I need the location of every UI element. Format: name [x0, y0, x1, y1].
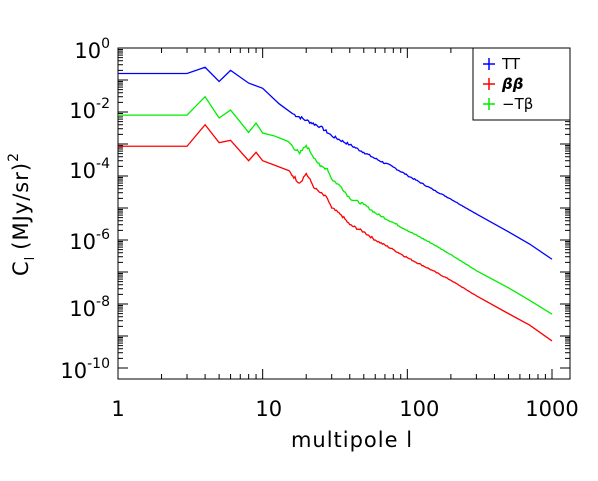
series-line — [118, 95, 553, 315]
x-axis-label: multipole l — [291, 428, 413, 452]
legend-item: TT — [483, 55, 521, 73]
plot-frame — [117, 47, 571, 380]
y-tick-label: 10-4 — [69, 156, 110, 183]
series-line — [118, 66, 553, 260]
legend-marker — [483, 58, 495, 70]
legend-label: ββ — [501, 75, 523, 93]
series-line — [118, 123, 553, 342]
y-tick-label: 10-2 — [69, 96, 110, 123]
axis-ticks — [117, 47, 570, 379]
x-tick-label: 1000 — [525, 397, 578, 421]
x-tick-label: 1 — [111, 397, 124, 421]
y-tick-label: 10-10 — [60, 356, 110, 383]
legend-label: TT — [501, 55, 521, 73]
y-tick-labels: 100 10-2 10-4 10-6 10-8 10-10 — [60, 36, 110, 383]
y-tick-label: 10-6 — [69, 227, 110, 254]
x-tick-labels: 1 10 100 1000 — [111, 397, 578, 421]
legend: TT ββ −Tβ — [472, 47, 571, 121]
legend-item: ββ — [483, 75, 523, 93]
y-tick-label: 10-8 — [69, 294, 110, 321]
legend-item: −Tβ — [483, 95, 533, 113]
y-axis-label: Cl(MJy/sr)2 — [6, 152, 38, 276]
x-tick-label: 10 — [255, 397, 282, 421]
x-tick-label: 100 — [399, 397, 439, 421]
legend-label: −Tβ — [502, 95, 533, 113]
y-tick-label: 100 — [74, 36, 110, 63]
legend-marker — [483, 78, 495, 90]
legend-marker — [483, 98, 495, 110]
series-layer — [118, 66, 553, 342]
